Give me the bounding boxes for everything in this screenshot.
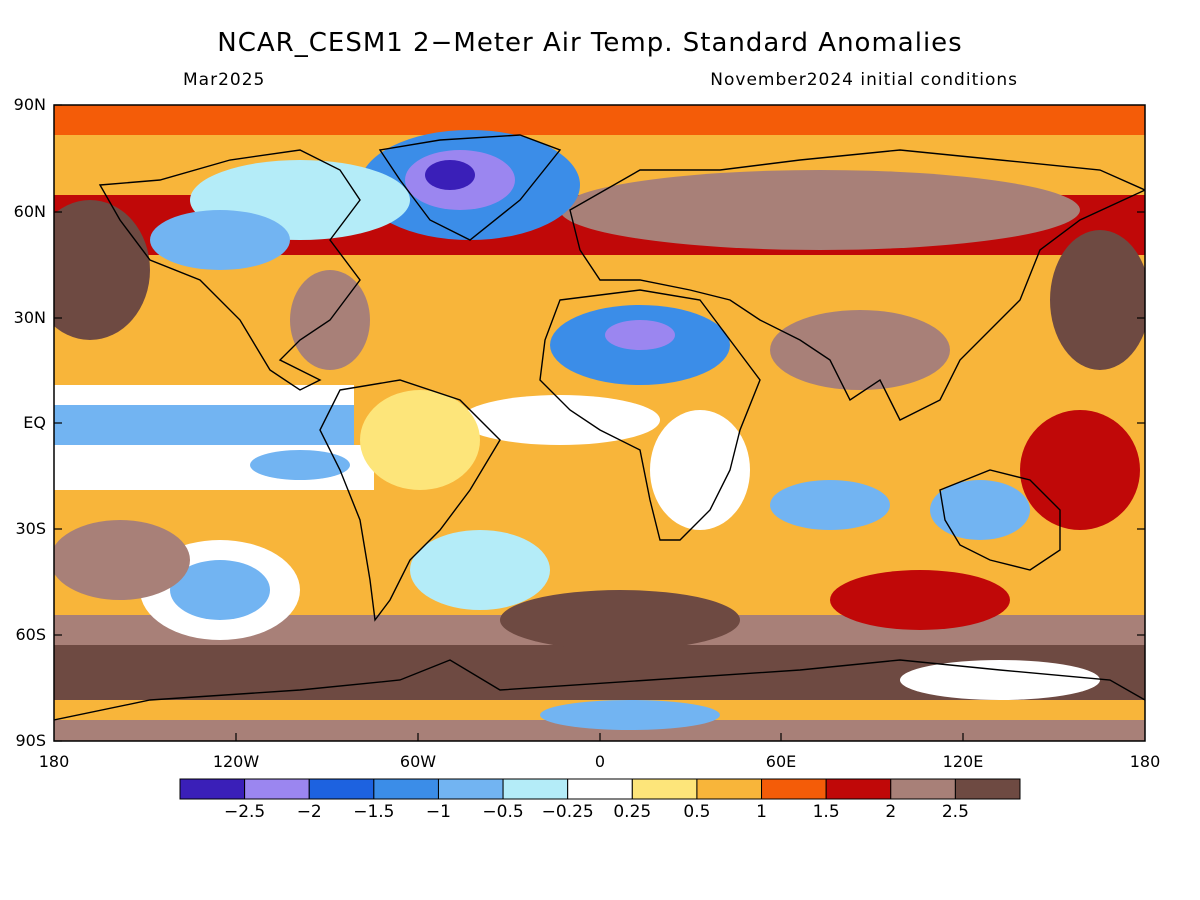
lat-label: 60N: [13, 202, 46, 221]
colorbar-label: −0.5: [482, 802, 524, 822]
colorbar-label: 2: [885, 802, 897, 822]
colorbar-label: 0.25: [613, 802, 652, 822]
lon-label: 60W: [399, 752, 437, 771]
colorbar-swatch: [567, 778, 633, 800]
colorbar-swatch: [825, 778, 892, 800]
colorbar-label: −2.5: [223, 802, 266, 822]
colorbar-swatch: [244, 778, 310, 800]
colorbar-label: 0.5: [683, 802, 711, 822]
colorbar-swatch: [631, 778, 698, 800]
lon-label: 0: [594, 752, 606, 771]
lon-label: 60E: [765, 752, 797, 771]
coastlines: [54, 134, 1145, 721]
colorbar-label: −0.25: [541, 802, 594, 822]
colorbar-label: 1: [756, 802, 767, 822]
colorbar-label: −1.5: [353, 802, 395, 822]
lon-label: 180: [38, 752, 70, 771]
lat-label: 90N: [13, 95, 46, 114]
lat-label: 30N: [13, 308, 46, 327]
anomaly-field: [54, 105, 1145, 741]
lat-label: 60S: [15, 625, 46, 644]
colorbar-swatch: [761, 778, 827, 800]
colorbar-swatch: [890, 778, 956, 800]
colorbar-label: −1: [425, 802, 451, 822]
colorbar-label: 2.5: [941, 802, 969, 822]
colorbar-swatch: [179, 778, 246, 800]
colorbar-label: 1.5: [812, 802, 840, 822]
colorbar: [179, 778, 1021, 800]
lon-label: 120W: [212, 752, 260, 771]
axis-ticks: [54, 104, 1145, 742]
colorbar-swatch: [954, 778, 1021, 800]
lon-label: 120E: [942, 752, 984, 771]
colorbar-swatch: [696, 778, 763, 800]
colorbar-swatch: [502, 778, 569, 800]
colorbar-swatch: [308, 778, 375, 800]
lat-label: 30S: [15, 519, 46, 538]
colorbar-swatch: [373, 778, 439, 800]
colorbar-label: −2: [296, 802, 322, 822]
map-title: NCAR_CESM1 2−Meter Air Temp. Standard An…: [217, 28, 963, 58]
lat-label: 90S: [15, 731, 46, 750]
lat-label: EQ: [23, 413, 46, 432]
initial-conditions: November2024 initial conditions: [710, 70, 1018, 90]
valid-month: Mar2025: [183, 70, 266, 90]
colorbar-swatch: [437, 778, 504, 800]
anomaly-regions: [54, 105, 1145, 741]
lon-label: 180: [1129, 752, 1161, 771]
